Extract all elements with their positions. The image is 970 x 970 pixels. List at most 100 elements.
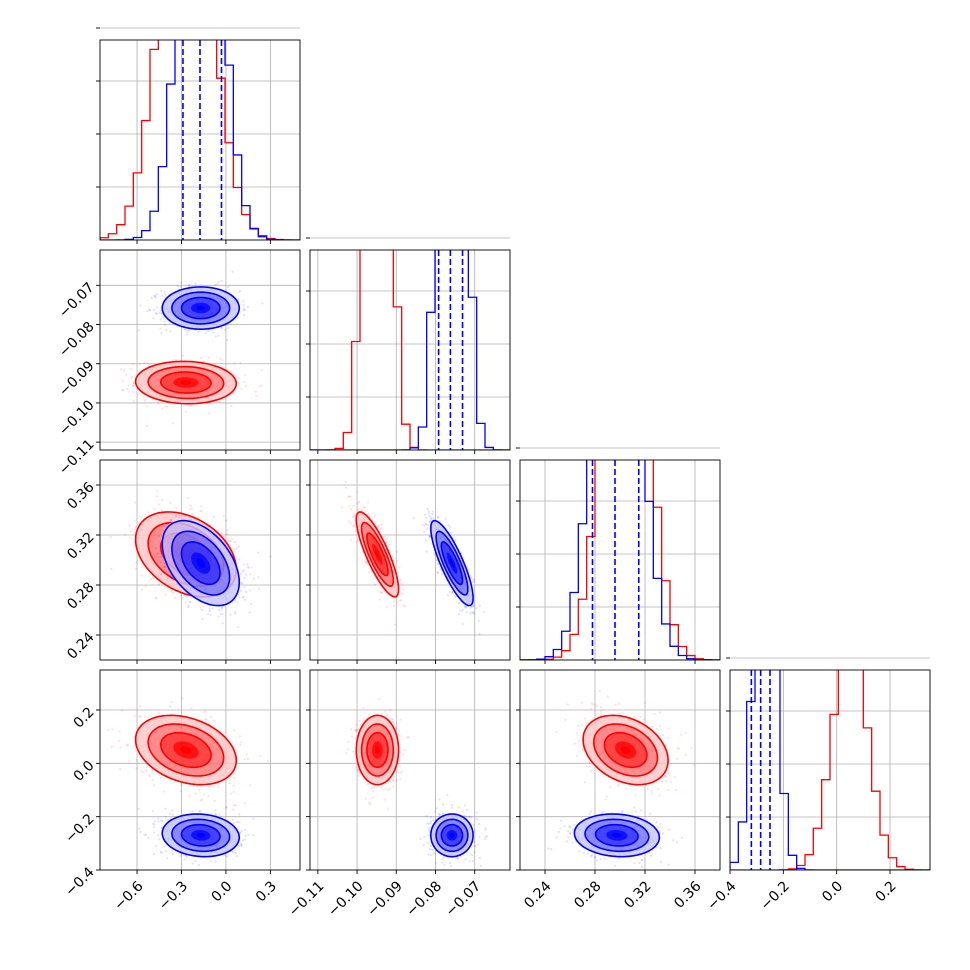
scatter-point — [235, 547, 238, 550]
scatter-point — [221, 359, 224, 362]
scatter-point — [344, 480, 347, 483]
scatter-point — [448, 590, 451, 594]
scatter-point — [208, 610, 211, 613]
scatter-point — [465, 611, 468, 614]
scatter-point — [174, 358, 177, 362]
scatter-point — [449, 526, 452, 529]
scatter-point — [214, 809, 217, 812]
scatter-point — [205, 718, 208, 721]
scatter-point — [239, 572, 243, 576]
scatter-point — [170, 576, 173, 580]
scatter-point — [194, 282, 197, 285]
scatter-point — [159, 561, 162, 564]
scatter-point — [130, 367, 133, 370]
scatter-point — [134, 501, 137, 504]
scatter-point — [111, 728, 114, 731]
scatter-point — [441, 573, 444, 576]
contour-blue — [161, 519, 241, 607]
scatter-point — [243, 758, 246, 761]
scatter-point — [240, 581, 243, 585]
scatter-point — [152, 308, 155, 311]
scatter-point — [140, 574, 143, 577]
scatter-point — [145, 425, 148, 428]
scatter-point — [126, 744, 129, 748]
scatter-point — [237, 626, 240, 629]
scatter-point — [207, 786, 210, 789]
scatter-point — [232, 821, 235, 824]
scatter-point — [352, 515, 355, 518]
scatter-point — [179, 594, 182, 597]
scatter-point — [151, 778, 154, 782]
scatter-point — [187, 604, 190, 607]
scatter-point — [226, 529, 229, 532]
scatter-point — [261, 302, 264, 305]
scatter-point — [235, 804, 238, 807]
scatter-point — [139, 363, 142, 366]
scatter-point — [401, 588, 404, 592]
scatter-point — [240, 589, 243, 593]
scatter-point — [461, 609, 464, 612]
contour-blue — [171, 530, 231, 596]
scatter-point — [214, 812, 217, 816]
scatter-point — [240, 582, 243, 585]
scatter-point — [258, 587, 261, 590]
scatter-point — [189, 508, 192, 511]
scatter-point — [426, 527, 429, 530]
scatter-point — [139, 715, 142, 718]
panel-frame — [99, 459, 301, 661]
scatter-point — [145, 405, 148, 408]
panel-0-0 — [96, 27, 301, 244]
scatter-point — [229, 540, 232, 543]
scatter-point — [188, 794, 191, 797]
panel-body — [310, 250, 510, 450]
contour-red — [159, 731, 212, 769]
scatter-point — [470, 611, 474, 614]
panel-frame — [519, 459, 721, 661]
contour-blue — [435, 530, 469, 596]
scatter-point — [470, 576, 473, 579]
scatter-point — [424, 522, 427, 526]
scatter-point — [464, 605, 467, 608]
scatter-point — [137, 393, 140, 396]
scatter-point — [245, 573, 248, 576]
scatter-point — [234, 599, 237, 602]
scatter-point — [244, 598, 247, 601]
scatter-point — [120, 368, 123, 371]
scatter-point — [219, 613, 222, 616]
scatter-point — [200, 510, 203, 513]
scatter-point — [440, 569, 443, 572]
scatter-point — [151, 545, 154, 548]
scatter-point — [119, 746, 122, 749]
scatter-point — [225, 338, 229, 341]
scatter-point — [150, 577, 153, 581]
scatter-point — [170, 518, 173, 521]
scatter-point — [477, 619, 480, 623]
scatter-point — [437, 572, 440, 575]
scatter-point — [260, 368, 263, 372]
scatter-point — [179, 790, 183, 793]
scatter-point — [163, 296, 166, 299]
scatter-point — [148, 774, 151, 778]
scatter-point — [166, 819, 169, 822]
histogram-red — [100, 40, 300, 240]
scatter-point — [155, 495, 159, 498]
scatter-point — [132, 362, 135, 365]
scatter-point — [396, 601, 400, 604]
scatter-point — [472, 612, 475, 615]
scatter-point — [135, 767, 138, 770]
scatter-point — [217, 785, 220, 789]
scatter-point — [222, 514, 225, 518]
scatter-point — [145, 764, 149, 768]
scatter-point — [176, 589, 179, 592]
scatter-point — [127, 743, 130, 746]
scatter-point — [157, 820, 160, 823]
scatter-point — [229, 613, 232, 616]
scatter-point — [243, 586, 246, 589]
scatter-point — [179, 854, 182, 858]
scatter-point — [185, 330, 189, 333]
scatter-point — [169, 576, 173, 579]
scatter-point — [240, 829, 243, 833]
scatter-point — [403, 605, 407, 608]
scatter-point — [428, 520, 431, 523]
scatter-point — [176, 285, 179, 288]
